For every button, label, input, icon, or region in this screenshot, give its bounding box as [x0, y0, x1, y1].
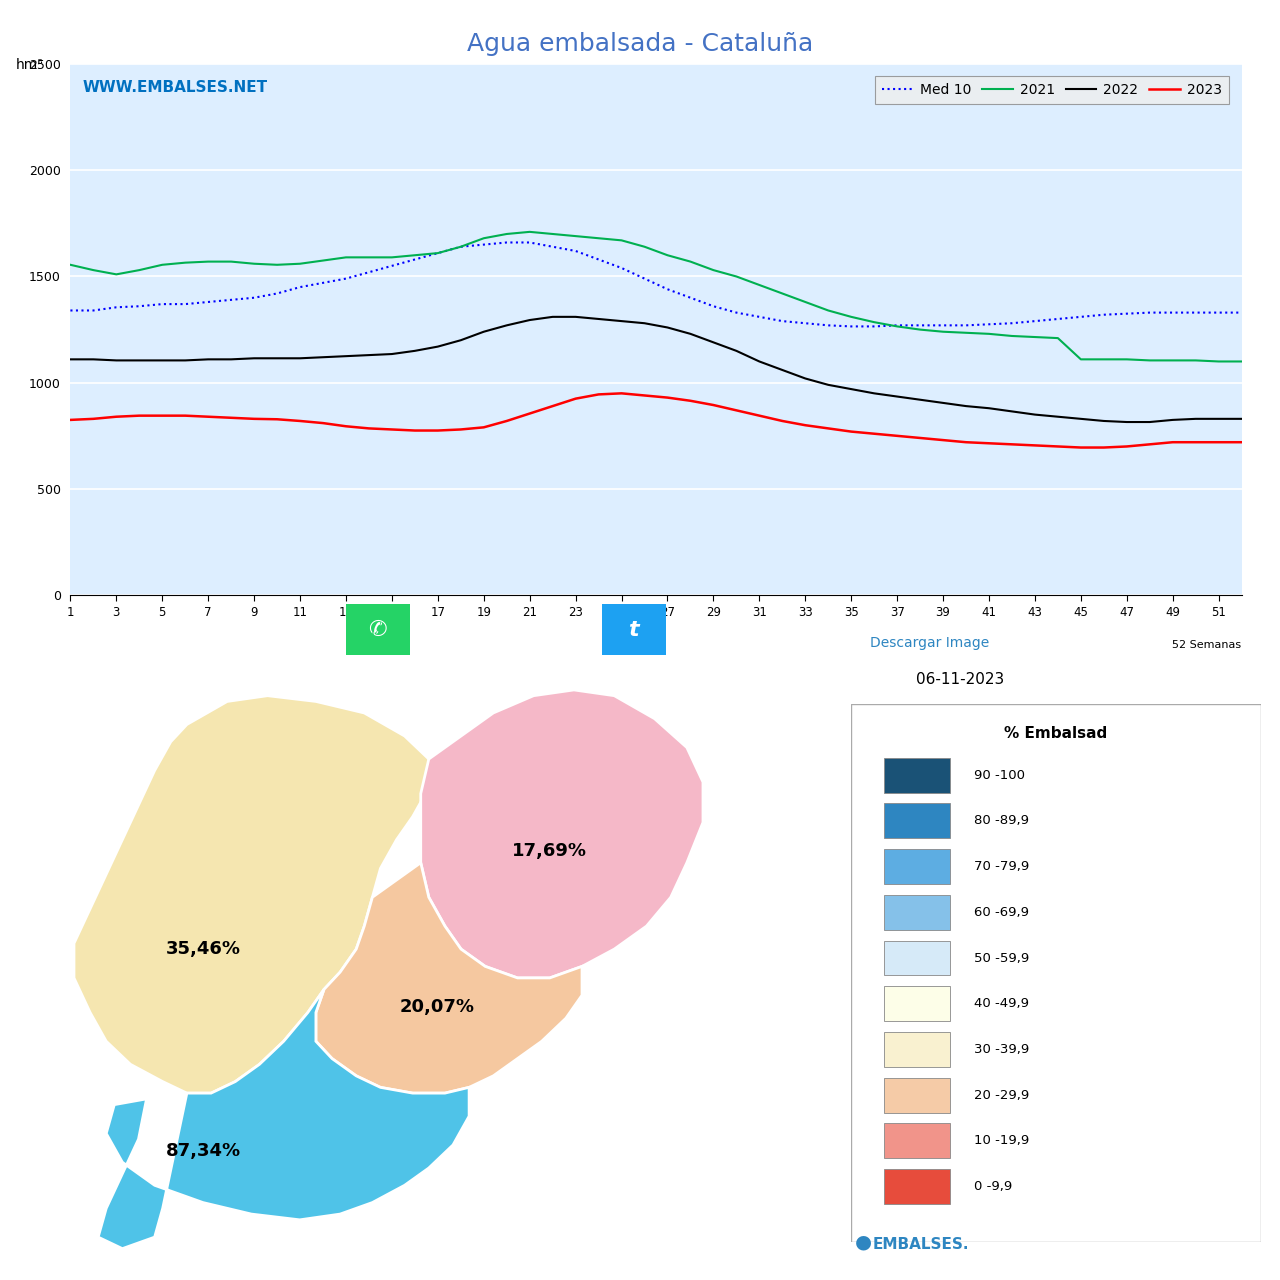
- FancyBboxPatch shape: [339, 599, 416, 660]
- 2021: [1234, 353, 1249, 369]
- Text: ●: ●: [855, 1233, 872, 1252]
- Text: 35,46%: 35,46%: [165, 940, 241, 959]
- Bar: [884, 1124, 950, 1158]
- Med 10: [476, 237, 492, 252]
- Polygon shape: [74, 695, 429, 1093]
- 2022: [844, 381, 859, 397]
- Polygon shape: [316, 863, 582, 1093]
- Text: 06-11-2023: 06-11-2023: [916, 672, 1004, 687]
- Text: WWW.EMBALSES.NET: WWW.EMBALSES.NET: [82, 79, 268, 95]
- Bar: [884, 1078, 950, 1112]
- Text: Descargar Image: Descargar Image: [870, 636, 989, 650]
- Text: 40 -49,9: 40 -49,9: [974, 997, 1029, 1010]
- Bar: [884, 986, 950, 1021]
- Line: 2023: 2023: [70, 393, 1242, 448]
- Bar: [884, 758, 950, 792]
- Text: 90 -100: 90 -100: [974, 769, 1025, 782]
- 2023: [476, 420, 492, 435]
- Polygon shape: [421, 690, 703, 978]
- Line: Med 10: Med 10: [70, 242, 1242, 326]
- 2022: [637, 316, 653, 332]
- 2023: [1234, 434, 1249, 449]
- Text: EMBALSES.: EMBALSES.: [873, 1236, 969, 1252]
- 2022: [155, 353, 170, 369]
- 2021: [797, 294, 813, 310]
- Med 10: [499, 234, 515, 250]
- Text: 50 -59,9: 50 -59,9: [974, 951, 1029, 965]
- Text: 20 -29,9: 20 -29,9: [974, 1088, 1029, 1102]
- Bar: [884, 1032, 950, 1066]
- Text: hm³: hm³: [15, 58, 44, 72]
- FancyBboxPatch shape: [595, 599, 672, 660]
- 2023: [63, 412, 78, 428]
- Polygon shape: [99, 989, 470, 1249]
- Text: 80 -89,9: 80 -89,9: [974, 814, 1029, 827]
- 2023: [155, 408, 170, 424]
- Bar: [884, 804, 950, 838]
- Text: 30 -39,9: 30 -39,9: [974, 1043, 1029, 1056]
- Text: 60 -69,9: 60 -69,9: [974, 906, 1029, 919]
- 2021: [155, 257, 170, 273]
- 2023: [1073, 440, 1088, 456]
- 2023: [614, 385, 630, 401]
- Med 10: [867, 319, 882, 334]
- 2022: [545, 310, 561, 325]
- Text: 70 -79,9: 70 -79,9: [974, 860, 1029, 873]
- Text: 17,69%: 17,69%: [512, 842, 588, 860]
- FancyBboxPatch shape: [851, 704, 1261, 1242]
- Text: % Embalsad: % Embalsad: [1005, 726, 1107, 741]
- Text: Agua embalsada - Cataluña: Agua embalsada - Cataluña: [467, 32, 813, 56]
- Bar: [884, 941, 950, 975]
- Line: 2021: 2021: [70, 232, 1242, 361]
- 2021: [844, 310, 859, 325]
- Bar: [884, 895, 950, 929]
- 2021: [1211, 353, 1226, 369]
- Text: 0 -9,9: 0 -9,9: [974, 1180, 1012, 1193]
- Text: 10 -19,9: 10 -19,9: [974, 1134, 1029, 1147]
- 2022: [476, 324, 492, 339]
- Med 10: [705, 298, 721, 314]
- 2023: [797, 417, 813, 433]
- 2021: [476, 230, 492, 246]
- Med 10: [1234, 305, 1249, 320]
- 2022: [1119, 415, 1134, 430]
- Med 10: [637, 271, 653, 287]
- 2022: [705, 334, 721, 349]
- Med 10: [63, 303, 78, 319]
- Text: 20,07%: 20,07%: [399, 997, 475, 1016]
- Text: t: t: [628, 620, 639, 640]
- Text: ✆: ✆: [369, 620, 387, 640]
- 2021: [522, 224, 538, 239]
- Med 10: [844, 319, 859, 334]
- 2021: [63, 257, 78, 273]
- Med 10: [155, 297, 170, 312]
- 2023: [637, 388, 653, 403]
- Bar: [884, 849, 950, 884]
- Bar: [884, 1169, 950, 1204]
- 2022: [63, 352, 78, 367]
- 2023: [844, 424, 859, 439]
- 2021: [705, 262, 721, 278]
- Med 10: [797, 316, 813, 332]
- 2021: [637, 239, 653, 255]
- Text: 87,34%: 87,34%: [165, 1142, 241, 1160]
- Text: 52 Semanas: 52 Semanas: [1172, 640, 1242, 650]
- 2022: [797, 371, 813, 387]
- 2023: [705, 397, 721, 412]
- Line: 2022: 2022: [70, 317, 1242, 422]
- 2022: [1234, 411, 1249, 426]
- Legend: Med 10, 2021, 2022, 2023: Med 10, 2021, 2022, 2023: [876, 77, 1229, 104]
